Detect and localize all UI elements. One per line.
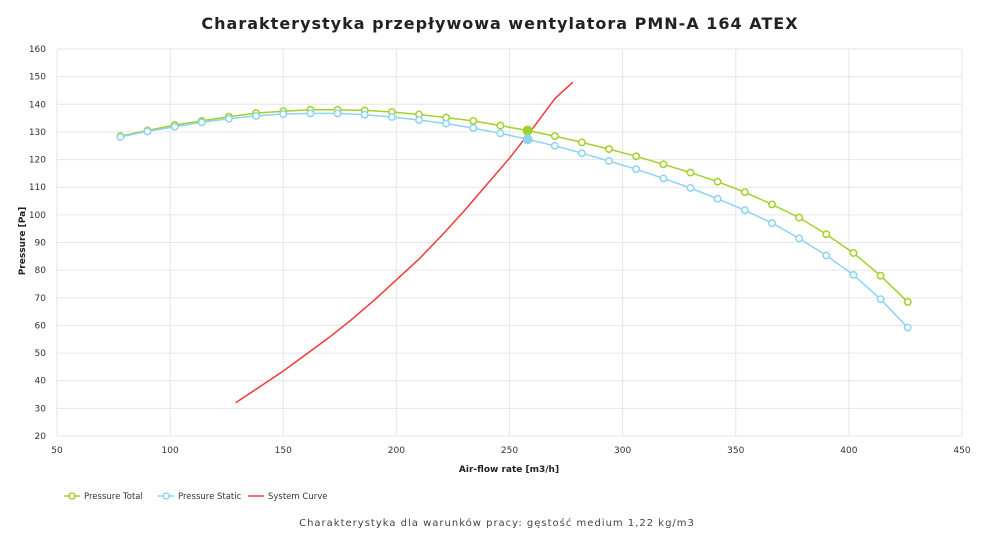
data-point-pressure-total[interactable] [496, 121, 505, 130]
legend-marker-pressure-static [162, 492, 170, 500]
data-point-pressure-static[interactable] [197, 118, 206, 127]
chart-grid [56, 48, 963, 437]
y-axis-ticks: 20 30 40 50 60 70 80 90 100 110 120 130 140 150 160 [29, 45, 46, 442]
data-point-pressure-total[interactable] [768, 200, 776, 209]
operating-point-static[interactable] [522, 134, 533, 145]
y-tick-label: 20 [35, 432, 47, 442]
data-point-pressure-static[interactable] [224, 114, 233, 123]
legend-label-pressure-static: Pressure Static [178, 492, 242, 502]
y-tick-label: 160 [29, 45, 46, 55]
x-tick-label: 50 [51, 446, 63, 456]
y-tick-label: 100 [29, 211, 46, 221]
legend-item-pressure-static[interactable]: Pressure Static [158, 492, 242, 502]
x-tick-label: 350 [727, 446, 744, 456]
data-point-pressure-static[interactable] [387, 113, 396, 121]
y-tick-label: 30 [35, 404, 47, 414]
x-tick-label: 150 [275, 446, 292, 456]
data-point-pressure-total[interactable] [550, 132, 559, 141]
y-tick-label: 150 [29, 73, 46, 83]
y-tick-label: 60 [35, 321, 47, 331]
y-tick-label: 130 [29, 128, 46, 138]
y-tick-label: 70 [35, 294, 47, 304]
legend-label-system-curve: System Curve [268, 492, 327, 502]
data-point-pressure-static[interactable] [713, 194, 722, 203]
operating-point-layer [522, 125, 533, 145]
data-point-pressure-static[interactable] [903, 323, 912, 332]
data-point-pressure-static[interactable] [496, 129, 505, 138]
data-point-pressure-static[interactable] [252, 111, 261, 120]
data-point-pressure-static[interactable] [605, 157, 613, 165]
operating-point-total[interactable] [522, 125, 533, 136]
series-system-curve [235, 81, 574, 404]
data-point-pressure-total[interactable] [713, 177, 722, 186]
data-point-pressure-static[interactable] [822, 251, 831, 260]
data-point-pressure-total[interactable] [577, 138, 586, 147]
y-axis-title: Pressure [Pa] [18, 207, 28, 276]
x-tick-label: 400 [840, 446, 857, 456]
data-point-pressure-total[interactable] [469, 116, 478, 125]
data-point-pressure-static[interactable] [442, 119, 451, 128]
data-point-pressure-static[interactable] [876, 295, 885, 304]
data-point-pressure-static[interactable] [279, 110, 288, 118]
data-point-pressure-total[interactable] [903, 297, 912, 306]
data-point-pressure-total[interactable] [876, 271, 885, 280]
series-line-pressure-total [120, 109, 909, 303]
data-point-pressure-total[interactable] [632, 152, 641, 161]
data-point-pressure-static[interactable] [686, 184, 695, 192]
x-axis-title: Air-flow rate [m3/h] [459, 465, 559, 475]
series-pressure-static [116, 109, 912, 332]
data-point-pressure-static[interactable] [415, 116, 423, 124]
data-point-pressure-total[interactable] [795, 213, 804, 222]
legend: Pressure Total Pressure Static System Cu… [64, 492, 327, 502]
y-tick-label: 50 [35, 349, 47, 359]
x-tick-label: 450 [953, 446, 970, 456]
data-point-pressure-total[interactable] [659, 160, 668, 169]
data-point-pressure-static[interactable] [116, 132, 125, 141]
series-line-system-curve [235, 81, 574, 404]
data-point-pressure-static[interactable] [360, 110, 369, 119]
y-tick-label: 90 [35, 239, 47, 249]
data-point-pressure-static[interactable] [740, 206, 749, 215]
legend-label-pressure-total: Pressure Total [84, 492, 143, 502]
legend-marker-pressure-total [68, 492, 76, 500]
x-tick-label: 100 [162, 446, 179, 456]
x-tick-label: 250 [501, 446, 518, 456]
data-point-pressure-total[interactable] [740, 188, 749, 197]
chart-title: Charakterystyka przepływowa wentylatora … [201, 14, 798, 33]
y-tick-label: 140 [29, 100, 46, 110]
legend-item-pressure-total[interactable]: Pressure Total [64, 492, 143, 502]
data-point-pressure-static[interactable] [849, 270, 858, 279]
data-point-pressure-static[interactable] [469, 124, 478, 133]
data-point-pressure-static[interactable] [659, 174, 668, 183]
data-point-pressure-static[interactable] [170, 122, 179, 131]
data-point-pressure-total[interactable] [849, 249, 858, 257]
data-point-pressure-static[interactable] [795, 234, 804, 243]
legend-item-system-curve[interactable]: System Curve [248, 492, 327, 502]
series-line-pressure-static [120, 112, 909, 329]
series-layer [116, 81, 912, 404]
x-axis-ticks: 50 100 150 200 250 300 350 400 450 [51, 446, 971, 456]
data-point-pressure-static[interactable] [333, 109, 342, 118]
data-point-pressure-total[interactable] [686, 168, 695, 177]
data-point-pressure-static[interactable] [577, 149, 586, 158]
y-tick-label: 120 [29, 156, 46, 166]
y-tick-label: 80 [35, 266, 47, 276]
data-point-pressure-total[interactable] [822, 230, 831, 239]
data-point-pressure-static[interactable] [632, 165, 641, 174]
y-tick-label: 110 [29, 183, 46, 193]
x-tick-label: 300 [614, 446, 631, 456]
y-tick-label: 40 [35, 377, 47, 387]
chart-subtitle: Charakterystyka dla warunków pracy: gęst… [299, 517, 695, 529]
x-tick-label: 200 [388, 446, 405, 456]
data-point-pressure-static[interactable] [306, 109, 315, 118]
data-point-pressure-static[interactable] [550, 141, 559, 150]
data-point-pressure-static[interactable] [768, 219, 776, 228]
data-point-pressure-total[interactable] [605, 145, 613, 154]
data-point-pressure-static[interactable] [143, 127, 152, 136]
